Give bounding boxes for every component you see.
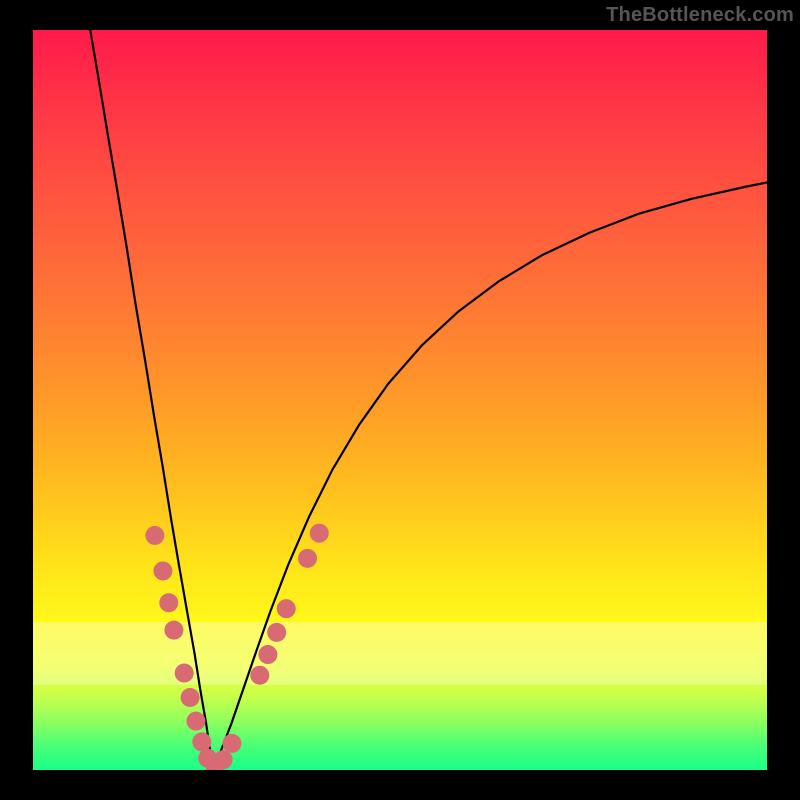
chart-svg: [33, 30, 767, 770]
plot-area: [33, 30, 767, 770]
watermark-text: TheBottleneck.com: [606, 4, 794, 27]
chart-frame: TheBottleneck.com: [0, 0, 800, 800]
